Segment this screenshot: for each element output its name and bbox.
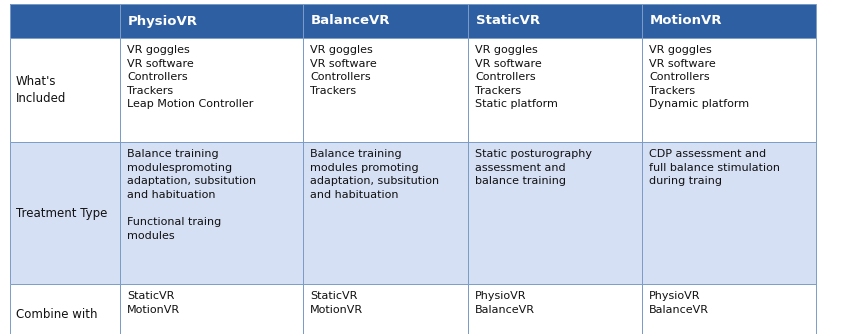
Bar	[642, 4, 816, 38]
Text: Balance training
modulespromoting
adaptation, subsitution
and habituation

Funct: Balance training modulespromoting adapta…	[127, 149, 256, 240]
Bar	[642, 4, 816, 38]
Bar	[10, 4, 120, 38]
Bar	[303, 38, 468, 142]
Text: Balance training
modules promoting
adaptation, subsitution
and habituation: Balance training modules promoting adapt…	[310, 149, 439, 200]
Bar	[642, 284, 816, 334]
Bar	[303, 4, 468, 38]
Bar	[468, 4, 642, 38]
Bar	[10, 38, 120, 142]
Bar	[642, 142, 816, 284]
Bar	[10, 284, 120, 334]
Bar	[303, 142, 468, 284]
Bar	[10, 142, 120, 284]
Text: CDP assessment and
full balance stimulation
during traing: CDP assessment and full balance stimulat…	[649, 149, 780, 186]
Bar	[120, 38, 303, 142]
Text: StaticVR
MotionVR: StaticVR MotionVR	[310, 291, 363, 315]
Bar	[468, 284, 642, 334]
Bar	[120, 284, 303, 334]
Bar	[303, 284, 468, 334]
Bar	[120, 142, 303, 284]
Bar	[10, 142, 120, 284]
Bar	[468, 284, 642, 334]
Text: VR goggles
VR software
Controllers
Trackers: VR goggles VR software Controllers Track…	[310, 45, 377, 96]
Bar	[642, 284, 816, 334]
Bar	[120, 4, 303, 38]
Bar	[303, 4, 468, 38]
Text: Combine with: Combine with	[16, 309, 98, 322]
Bar	[120, 38, 303, 142]
Bar	[303, 38, 468, 142]
Text: StaticVR
MotionVR: StaticVR MotionVR	[127, 291, 180, 315]
Text: MotionVR: MotionVR	[650, 14, 722, 27]
Bar	[642, 142, 816, 284]
Bar	[303, 284, 468, 334]
Text: VR goggles
VR software
Controllers
Trackers
Dynamic platform: VR goggles VR software Controllers Track…	[649, 45, 749, 110]
Text: PhysioVR: PhysioVR	[128, 14, 198, 27]
Bar	[120, 142, 303, 284]
Text: PhysioVR
BalanceVR: PhysioVR BalanceVR	[649, 291, 709, 315]
Bar	[642, 38, 816, 142]
Text: Treatment Type: Treatment Type	[16, 206, 107, 219]
Text: PhysioVR
BalanceVR: PhysioVR BalanceVR	[475, 291, 535, 315]
Bar	[468, 142, 642, 284]
Bar	[10, 38, 120, 142]
Bar	[468, 4, 642, 38]
Bar	[468, 38, 642, 142]
Text: BalanceVR: BalanceVR	[311, 14, 391, 27]
Text: StaticVR: StaticVR	[476, 14, 540, 27]
Bar	[120, 284, 303, 334]
Bar	[468, 142, 642, 284]
Bar	[10, 284, 120, 334]
Text: VR goggles
VR software
Controllers
Trackers
Leap Motion Controller: VR goggles VR software Controllers Track…	[127, 45, 254, 110]
Text: What's
Included: What's Included	[16, 75, 66, 105]
Bar	[303, 142, 468, 284]
Text: VR goggles
VR software
Controllers
Trackers
Static platform: VR goggles VR software Controllers Track…	[475, 45, 558, 110]
Text: Static posturography
assessment and
balance training: Static posturography assessment and bala…	[475, 149, 592, 186]
Bar	[468, 38, 642, 142]
Bar	[642, 38, 816, 142]
Bar	[10, 4, 120, 38]
Bar	[120, 4, 303, 38]
